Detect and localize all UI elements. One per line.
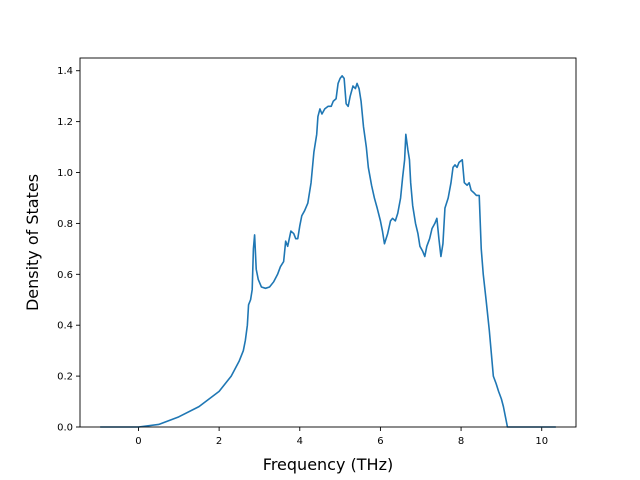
y-tick-label: 1.2 <box>57 117 73 128</box>
x-tick-label: 0 <box>135 436 141 447</box>
y-tick-label: 0.2 <box>57 372 73 383</box>
y-tick-label: 0.0 <box>57 423 73 434</box>
y-tick-label: 0.8 <box>57 219 73 230</box>
x-tick-label: 2 <box>216 436 222 447</box>
y-axis-label: Density of States <box>23 174 42 311</box>
y-tick-label: 1.4 <box>57 66 73 77</box>
x-tick-label: 6 <box>377 436 383 447</box>
dos-series-line <box>100 75 556 428</box>
plot-area-frame <box>79 57 577 428</box>
y-tick-label: 0.4 <box>57 321 73 332</box>
y-tick-label: 0.6 <box>57 270 73 281</box>
x-axis-label: Frequency (THz) <box>263 455 393 474</box>
y-tick-label: 1.0 <box>57 168 73 179</box>
x-tick-label: 8 <box>458 436 464 447</box>
x-tick-label: 10 <box>535 436 548 447</box>
x-tick-label: 4 <box>297 436 303 447</box>
y-axis-ticks: 0.0 0.2 0.4 0.6 0.8 1.0 1.2 1.4 <box>57 66 80 434</box>
x-axis-ticks: 0 2 4 6 8 10 <box>135 427 548 447</box>
